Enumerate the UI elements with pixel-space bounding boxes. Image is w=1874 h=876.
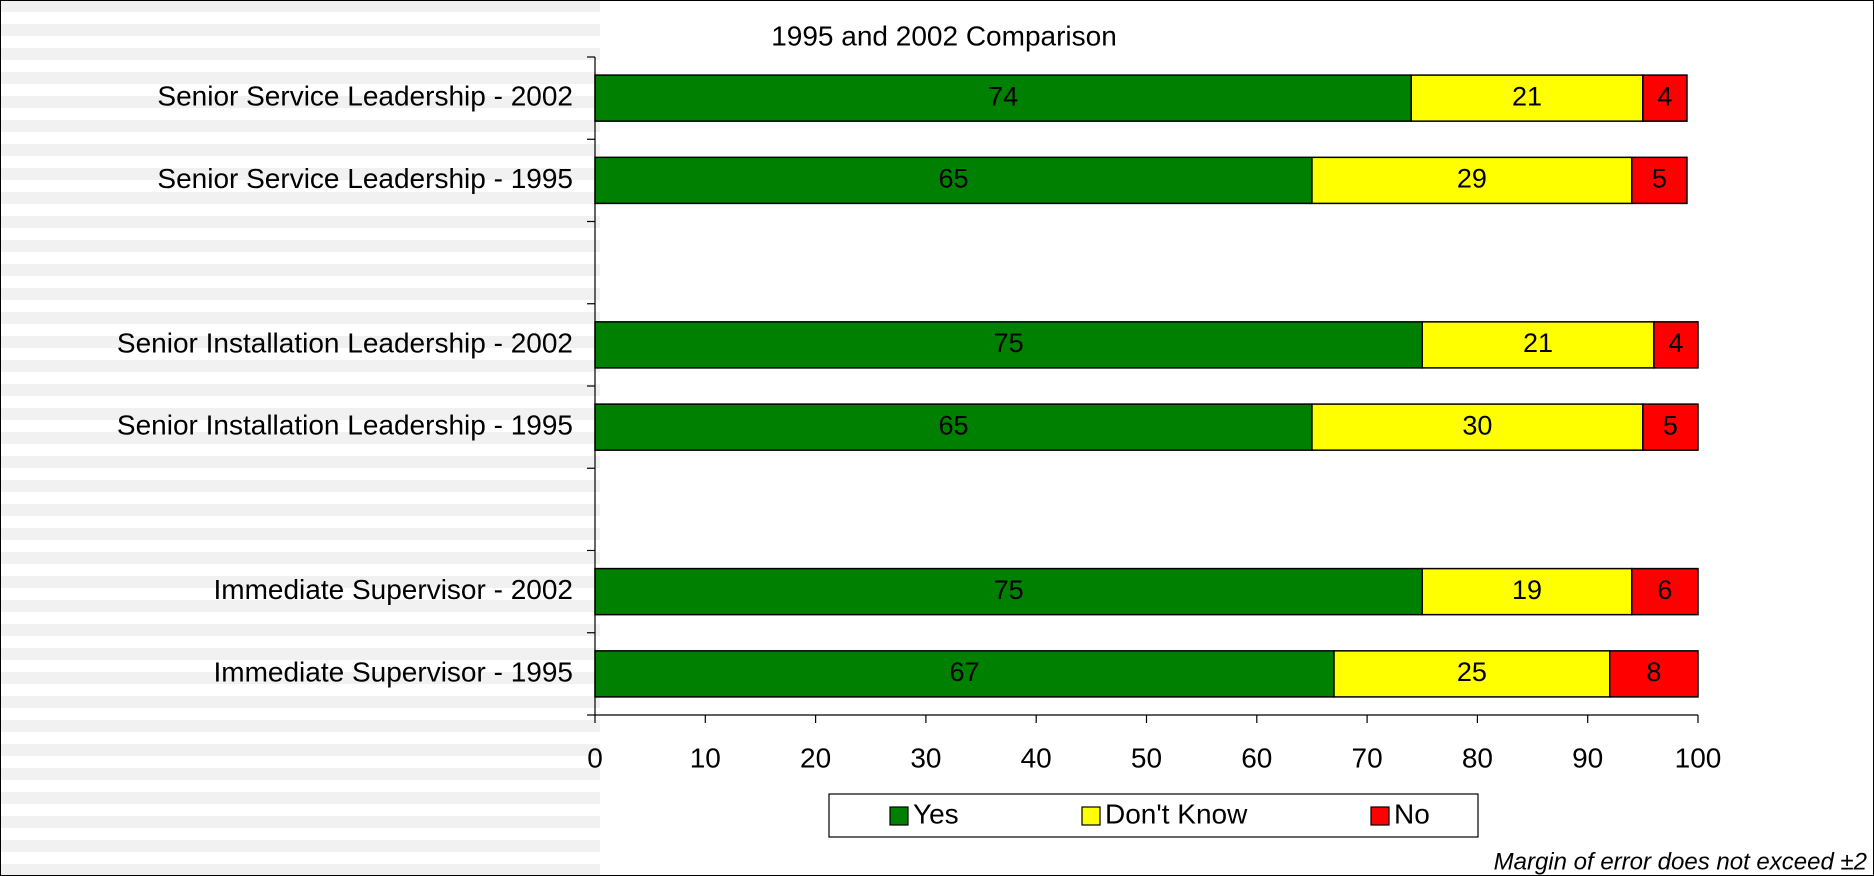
data-label: 6 [1657, 575, 1672, 605]
background-stripes [0, 0, 600, 876]
bar-segment [1631, 156, 1688, 205]
bar-segment [1311, 403, 1644, 451]
data-label: 4 [1668, 328, 1683, 358]
bar-segment [594, 403, 1313, 451]
data-label: 5 [1663, 410, 1678, 440]
y-tick-label: Senior Installation Leadership - 2002 [117, 327, 573, 358]
data-label: 30 [1462, 410, 1492, 440]
y-tick-label: Immediate Supervisor - 2002 [213, 574, 573, 605]
bar-segment [1642, 403, 1699, 451]
x-tick-label: 40 [1021, 742, 1052, 773]
bar-segment [594, 74, 1412, 122]
data-label: 67 [949, 657, 979, 687]
bar-segment [1653, 321, 1699, 369]
data-label: 5 [1652, 164, 1667, 194]
bar-segment [594, 156, 1313, 205]
data-label: 8 [1646, 657, 1661, 687]
bar-segment [594, 650, 1335, 698]
data-label: 21 [1512, 81, 1542, 111]
bar-segment [594, 567, 1423, 616]
bar-segment [1410, 74, 1644, 122]
x-tick-label: 0 [587, 742, 603, 773]
data-label: 65 [938, 410, 968, 440]
data-label: 19 [1512, 575, 1542, 605]
x-tick-label: 100 [1675, 742, 1722, 773]
legend-label: Yes [913, 798, 959, 829]
y-tick-label: Senior Installation Leadership - 1995 [117, 410, 573, 441]
x-tick-label: 80 [1462, 742, 1493, 773]
x-tick-label: 90 [1572, 742, 1603, 773]
data-label: 25 [1457, 657, 1487, 687]
x-tick-label: 60 [1241, 742, 1272, 773]
bar-segment [1631, 567, 1699, 616]
y-tick-label: Immediate Supervisor - 1995 [213, 656, 573, 687]
bar-segment [1609, 650, 1699, 698]
bar-segment [1642, 74, 1688, 122]
legend-swatch [889, 806, 909, 826]
y-tick-label: Senior Service Leadership - 1995 [157, 163, 573, 194]
data-label: 29 [1457, 164, 1487, 194]
x-tick-label: 70 [1352, 742, 1383, 773]
data-label: 65 [938, 164, 968, 194]
bar-segment [1421, 321, 1655, 369]
legend-label: No [1394, 798, 1430, 829]
chart-title: 1995 and 2002 Comparison [771, 20, 1117, 51]
footnote: Margin of error does not exceed ±2 [1494, 848, 1867, 875]
data-label: 75 [994, 328, 1024, 358]
y-tick-label: Senior Service Leadership - 2002 [157, 81, 573, 112]
legend-swatch [1081, 806, 1101, 826]
bar-segment [1333, 650, 1611, 698]
data-label: 74 [988, 81, 1018, 111]
data-label: 4 [1657, 81, 1672, 111]
legend-box [828, 793, 1479, 838]
legend-label: Don't Know [1105, 798, 1248, 829]
x-tick-label: 20 [800, 742, 831, 773]
data-label: 21 [1523, 328, 1553, 358]
x-tick-label: 50 [1131, 742, 1162, 773]
x-tick-label: 30 [910, 742, 941, 773]
data-label: 75 [994, 575, 1024, 605]
legend-swatch [1370, 806, 1390, 826]
x-tick-label: 10 [690, 742, 721, 773]
bar-segment [1421, 567, 1633, 616]
